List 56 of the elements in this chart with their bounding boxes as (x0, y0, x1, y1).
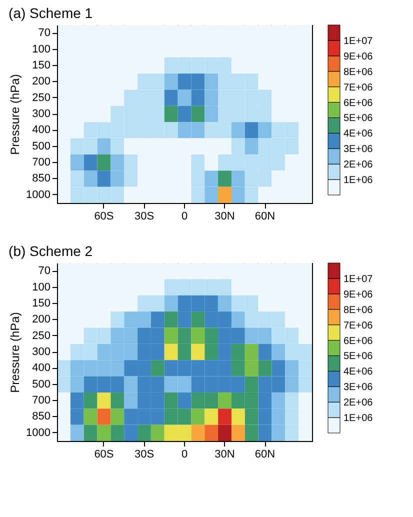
color-bar-label: 5E+06 (344, 113, 374, 124)
color-bar-label: 6E+06 (344, 98, 374, 109)
y-tick-label: 150 (32, 297, 50, 310)
color-bar-label: 1E+07 (344, 36, 374, 47)
color-bar-label: 3E+06 (344, 382, 374, 394)
y-axis-title: Pressure (hPa) (8, 312, 22, 393)
x-tick-label: 60S (94, 210, 114, 222)
y-tick-label: 850 (32, 172, 50, 185)
y-tick-label: 250 (32, 92, 50, 104)
y-tick-label: 250 (32, 330, 50, 342)
y-tick-label: 200 (32, 314, 50, 326)
color-bar-label: 2E+06 (344, 160, 374, 171)
color-bar-label: 4E+06 (344, 128, 374, 140)
color-bar-label: 8E+06 (344, 66, 374, 78)
y-tick-label: 200 (32, 76, 50, 88)
x-tick-label: 30S (134, 210, 154, 222)
y-axis-title: Pressure (hPa) (8, 74, 22, 155)
y-tick-label: 70 (38, 27, 50, 40)
x-tick-label: 60N (254, 448, 276, 460)
y-tick-label: 300 (32, 108, 50, 120)
x-tick-label: 60N (254, 210, 276, 222)
y-tick-label: 300 (32, 346, 50, 358)
chart-title: (b) Scheme 2 (8, 243, 93, 259)
y-tick-label: 400 (32, 362, 50, 374)
color-bar-label: 1E+07 (344, 274, 374, 285)
x-tick-label: 30S (134, 448, 154, 460)
color-bar-label: 4E+06 (344, 366, 374, 378)
y-tick-label: 1000 (26, 426, 50, 439)
color-bar-label: 9E+06 (344, 289, 374, 300)
y-tick-label: 400 (32, 124, 50, 136)
color-bar-label: 1E+06 (344, 175, 374, 186)
y-tick-label: 100 (32, 281, 50, 294)
x-tick-label: 30N (214, 448, 235, 460)
y-tick-label: 700 (32, 394, 50, 407)
x-tick-label: 0 (181, 210, 188, 222)
color-bar-label: 9E+06 (344, 51, 374, 62)
color-bar-label: 3E+06 (344, 144, 374, 156)
color-bar-label: 1E+06 (344, 413, 374, 424)
y-tick-label: 500 (32, 378, 50, 390)
x-tick-label: 30N (214, 210, 235, 222)
x-tick-label: 0 (181, 448, 188, 460)
color-bar-label: 7E+06 (344, 320, 374, 332)
color-bar-label: 6E+06 (344, 336, 374, 347)
color-bar-label: 2E+06 (344, 398, 374, 409)
y-tick-label: 1000 (26, 188, 50, 201)
y-tick-label: 500 (32, 140, 50, 152)
color-bar-label: 5E+06 (344, 351, 374, 362)
color-bar-label: 7E+06 (344, 82, 374, 94)
y-tick-label: 850 (32, 410, 50, 423)
y-tick-label: 70 (38, 265, 50, 278)
y-tick-label: 150 (32, 59, 50, 72)
x-tick-label: 60S (94, 448, 114, 460)
y-tick-label: 700 (32, 156, 50, 169)
chart-title: (a) Scheme 1 (8, 5, 93, 21)
color-bar-label: 8E+06 (344, 304, 374, 316)
y-tick-label: 100 (32, 43, 50, 56)
